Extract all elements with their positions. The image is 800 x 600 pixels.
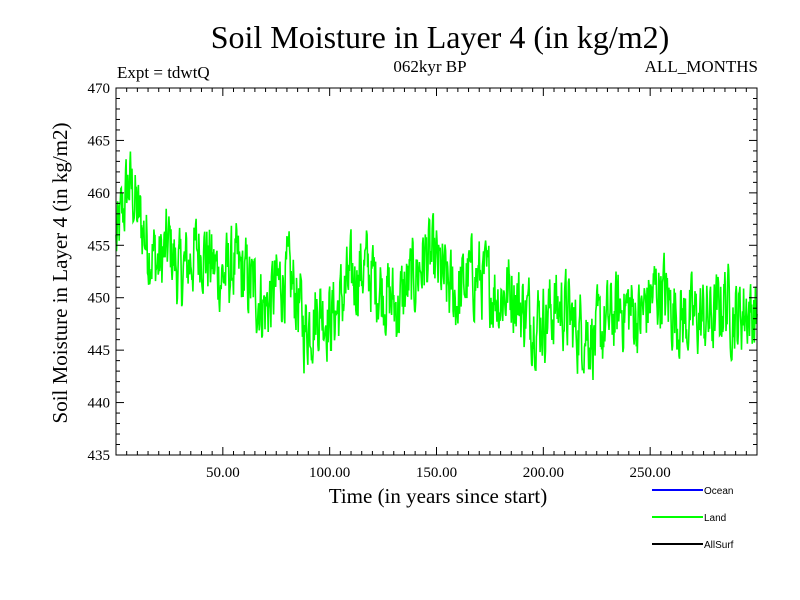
period-label: 062kyr BP	[393, 57, 466, 76]
y-tick-label: 445	[88, 343, 111, 359]
x-tick-label: 250.00	[630, 465, 671, 481]
x-axis-label: Time (in years since start)	[329, 484, 548, 508]
x-tick-label: 150.00	[416, 465, 457, 481]
y-tick-label: 460	[88, 186, 111, 202]
chart-title: Soil Moisture in Layer 4 (in kg/m2)	[211, 19, 670, 55]
x-tick-label: 50.00	[206, 465, 240, 481]
plot-area	[115, 151, 758, 381]
y-tick-label: 435	[88, 448, 111, 464]
y-tick-label: 455	[88, 238, 111, 254]
plot-frame	[115, 87, 758, 456]
y-tick-label: 465	[88, 133, 111, 149]
series-line-land	[115, 151, 758, 381]
months-label: ALL_MONTHS	[645, 57, 758, 76]
legend: Ocean Land AllSurf	[652, 486, 734, 551]
y-axis-label: Soil Moisture in Layer 4 (in kg/m2)	[48, 123, 72, 424]
experiment-label: Expt = tdwtQ	[117, 63, 210, 82]
axis-ticks: 435 440 445 450 455 460 465 470 50.00 100.00 150.0…	[88, 81, 758, 481]
legend-label-ocean: Ocean	[704, 486, 733, 497]
legend-label-land: Land	[704, 513, 726, 524]
x-tick-label: 100.00	[309, 465, 350, 481]
y-tick-label: 450	[88, 291, 111, 307]
x-tick-label: 200.00	[523, 465, 564, 481]
y-tick-label: 470	[88, 81, 111, 97]
legend-label-allsurf: AllSurf	[704, 540, 734, 551]
y-tick-label: 440	[88, 396, 111, 412]
